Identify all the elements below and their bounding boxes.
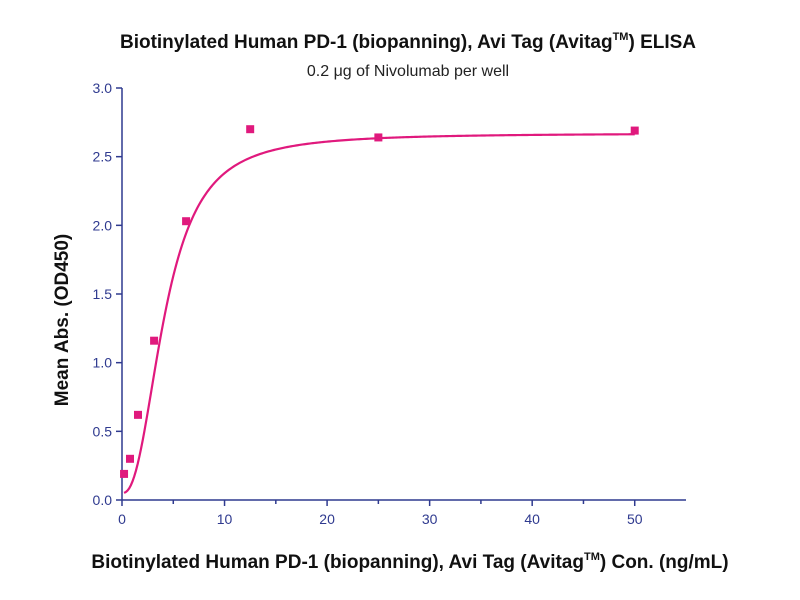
x-tick-label: 40 (524, 511, 540, 527)
data-point (125, 454, 134, 463)
y-axis-label: Mean Abs. (OD450) (52, 234, 73, 406)
x-tick-label: 10 (217, 511, 233, 527)
y-tick-label: 3.0 (93, 80, 113, 96)
y-tick-label: 2.0 (93, 217, 113, 233)
y-tick-label: 1.0 (93, 355, 113, 371)
x-tick-label: 20 (319, 511, 335, 527)
data-point (133, 410, 142, 419)
y-tick-label: 1.5 (93, 286, 113, 302)
data-point (182, 217, 191, 226)
data-point (150, 336, 159, 345)
x-axis-label: Biotinylated Human PD-1 (biopanning), Av… (91, 551, 728, 573)
x-tick-label: 50 (627, 511, 643, 527)
x-tick-label: 0 (118, 511, 126, 527)
data-point (246, 125, 255, 134)
y-tick-label: 0.5 (93, 423, 113, 439)
fit-curve (123, 133, 635, 494)
data-point (120, 469, 129, 478)
y-tick-label: 0.0 (93, 492, 113, 508)
plot-area: 0.0 0.5 1.0 1.5 2.0 2.5 3.0 0 10 20 30 40 50 (93, 80, 686, 527)
chart-title: Biotinylated Human PD-1 (biopanning), Av… (120, 31, 696, 53)
data-point (374, 133, 383, 142)
y-tick-label: 2.5 (93, 149, 113, 165)
chart-subtitle: 0.2 μg of Nivolumab per well (307, 63, 509, 80)
data-point (630, 126, 639, 135)
x-tick-label: 30 (422, 511, 438, 527)
